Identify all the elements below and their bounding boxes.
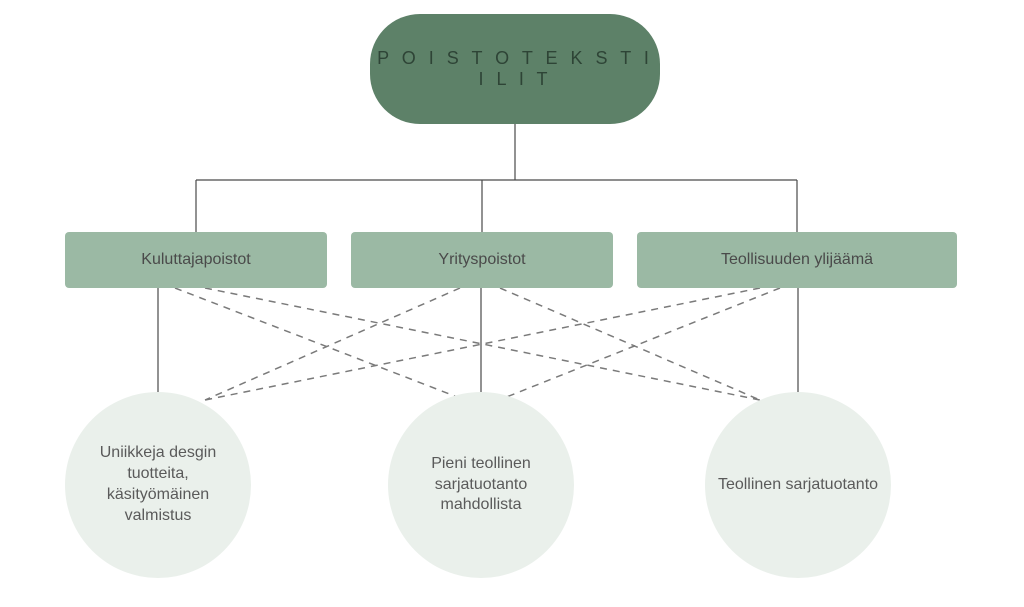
leaf-node-pieni: Pieni teollinen sarjatuotanto mahdollist… (388, 392, 574, 578)
root-label: P O I S T O T E K S T I I L I T (370, 48, 660, 90)
diagram-container: P O I S T O T E K S T I I L I T Kuluttaj… (0, 0, 1024, 607)
leaf-node-uniikkeja: Uniikkeja desgin tuotteita, käsityömäine… (65, 392, 251, 578)
leaf-node-label: Teollinen sarjatuotanto (718, 475, 878, 496)
mid-node-label: Yrityspoistot (438, 251, 525, 269)
leaf-node-label: Uniikkeja desgin tuotteita, käsityömäine… (77, 443, 239, 526)
mid-node-label: Teollisuuden ylijäämä (721, 251, 873, 269)
mid-node-kuluttajapoistot: Kuluttajapoistot (65, 232, 327, 288)
connector-dashed (499, 288, 780, 400)
mid-node-teollisuuden: Teollisuuden ylijäämä (637, 232, 957, 288)
root-node: P O I S T O T E K S T I I L I T (370, 14, 660, 124)
leaf-node-label: Pieni teollinen sarjatuotanto mahdollist… (400, 454, 562, 516)
mid-node-label: Kuluttajapoistot (141, 251, 250, 269)
leaf-node-teollinen: Teollinen sarjatuotanto (705, 392, 891, 578)
connector-dashed (500, 288, 760, 400)
mid-node-yrityspoistot: Yrityspoistot (351, 232, 613, 288)
